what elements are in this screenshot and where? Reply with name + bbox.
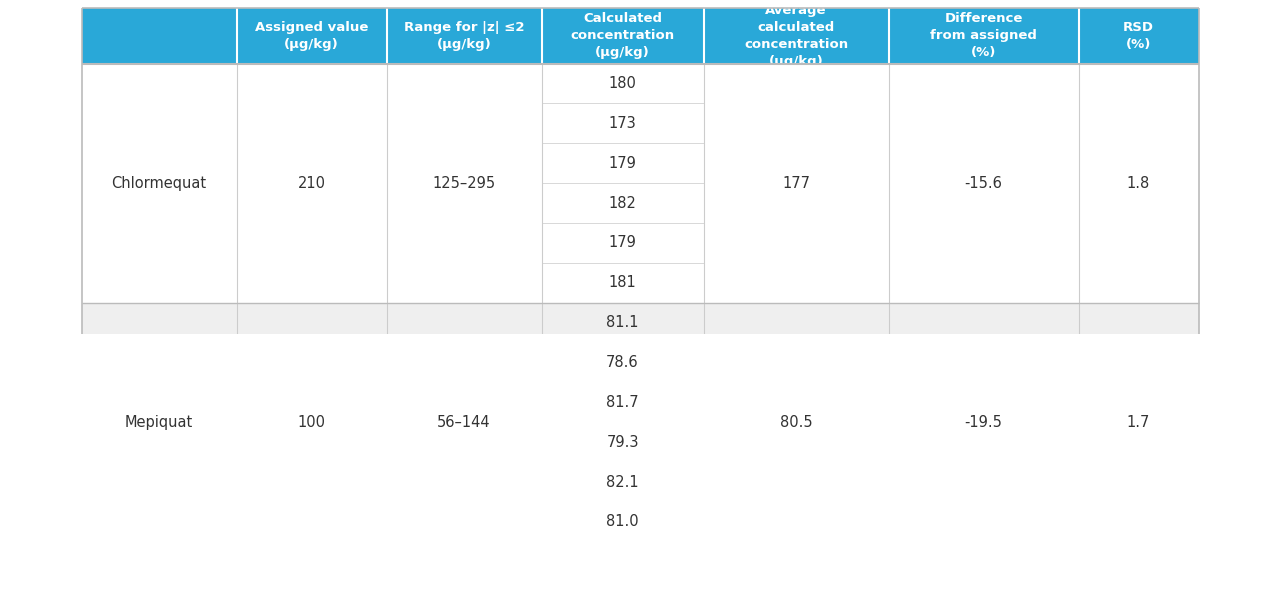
Text: 181: 181 xyxy=(608,276,636,290)
Text: 177: 177 xyxy=(782,175,810,191)
Bar xyxy=(82,303,237,541)
Text: 180: 180 xyxy=(608,76,636,91)
Text: 78.6: 78.6 xyxy=(607,355,639,370)
Text: 100: 100 xyxy=(297,415,325,430)
Bar xyxy=(704,303,888,541)
Text: 210: 210 xyxy=(297,175,325,191)
Text: RSD
(%): RSD (%) xyxy=(1123,21,1155,51)
Bar xyxy=(888,8,1079,64)
Text: 81.1: 81.1 xyxy=(607,315,639,330)
Bar xyxy=(237,8,387,64)
Bar xyxy=(387,8,541,64)
Text: 81.7: 81.7 xyxy=(607,395,639,410)
Text: 56–144: 56–144 xyxy=(438,415,490,430)
Text: Assigned value
(µg/kg): Assigned value (µg/kg) xyxy=(255,21,369,51)
Text: 80.5: 80.5 xyxy=(780,415,813,430)
Bar xyxy=(541,8,704,64)
Text: Difference
from assigned
(%): Difference from assigned (%) xyxy=(931,13,1037,60)
Bar xyxy=(1079,303,1198,541)
Bar xyxy=(704,8,888,64)
Text: 79.3: 79.3 xyxy=(607,435,639,450)
Text: -19.5: -19.5 xyxy=(965,415,1002,430)
Text: -15.6: -15.6 xyxy=(965,175,1002,191)
Text: 173: 173 xyxy=(608,116,636,131)
Text: 125–295: 125–295 xyxy=(433,175,495,191)
Text: 81.0: 81.0 xyxy=(607,514,639,529)
Text: 182: 182 xyxy=(608,195,636,210)
Text: 1.7: 1.7 xyxy=(1126,415,1151,430)
Bar xyxy=(387,303,541,541)
Bar xyxy=(541,64,704,303)
Bar xyxy=(82,64,237,303)
Text: Mepiquat: Mepiquat xyxy=(125,415,193,430)
Text: Average
calculated
concentration
(µg/kg): Average calculated concentration (µg/kg) xyxy=(744,4,849,68)
Bar xyxy=(1079,64,1198,303)
Bar xyxy=(237,64,387,303)
Bar xyxy=(82,8,237,64)
Bar xyxy=(888,303,1079,541)
Text: 179: 179 xyxy=(608,156,636,171)
Bar xyxy=(704,64,888,303)
Text: Chlormequat: Chlormequat xyxy=(111,175,206,191)
Bar xyxy=(387,64,541,303)
Bar xyxy=(1079,8,1198,64)
Bar xyxy=(541,303,704,541)
Text: 82.1: 82.1 xyxy=(607,475,639,490)
Bar xyxy=(888,64,1079,303)
Text: Range for |z| ≤2
(µg/kg): Range for |z| ≤2 (µg/kg) xyxy=(403,21,525,51)
Text: Calculated
concentration
(µg/kg): Calculated concentration (µg/kg) xyxy=(571,13,675,60)
Bar xyxy=(237,303,387,541)
Text: 1.8: 1.8 xyxy=(1126,175,1151,191)
Text: 179: 179 xyxy=(608,235,636,250)
